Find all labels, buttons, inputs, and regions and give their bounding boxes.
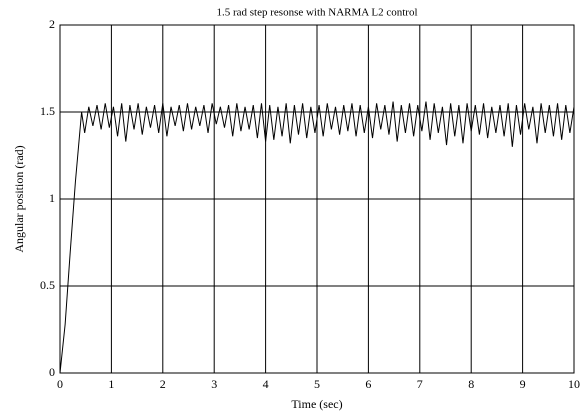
x-tick-label: 9 <box>520 377 526 391</box>
x-tick-label: 0 <box>57 377 63 391</box>
y-axis-label: Angular position (rad) <box>12 145 26 252</box>
x-axis-label: Time (sec) <box>291 397 342 411</box>
y-tick-label: 0 <box>49 365 55 379</box>
x-tick-label: 6 <box>365 377 371 391</box>
x-tick-label: 5 <box>314 377 320 391</box>
x-tick-label: 1 <box>108 377 114 391</box>
y-tick-label: 2 <box>49 17 55 31</box>
y-tick-label: 1 <box>49 191 55 205</box>
x-tick-label: 8 <box>468 377 474 391</box>
data-line <box>59 101 575 374</box>
x-tick-label: 10 <box>568 377 580 391</box>
y-tick-label: 0.5 <box>40 278 55 292</box>
chart-title: 1.5 rad step resonse with NARMA L2 contr… <box>216 7 417 19</box>
x-tick-label: 7 <box>417 377 423 391</box>
y-tick-label: 1.5 <box>40 104 55 118</box>
x-tick-label: 3 <box>211 377 217 391</box>
x-tick-label: 2 <box>160 377 166 391</box>
x-tick-label: 4 <box>263 377 269 391</box>
